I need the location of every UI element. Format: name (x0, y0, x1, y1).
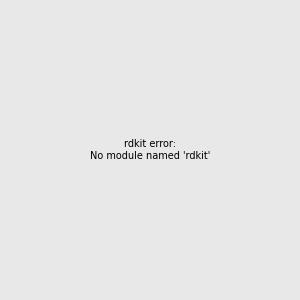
Text: rdkit error:
No module named 'rdkit': rdkit error: No module named 'rdkit' (90, 139, 210, 161)
